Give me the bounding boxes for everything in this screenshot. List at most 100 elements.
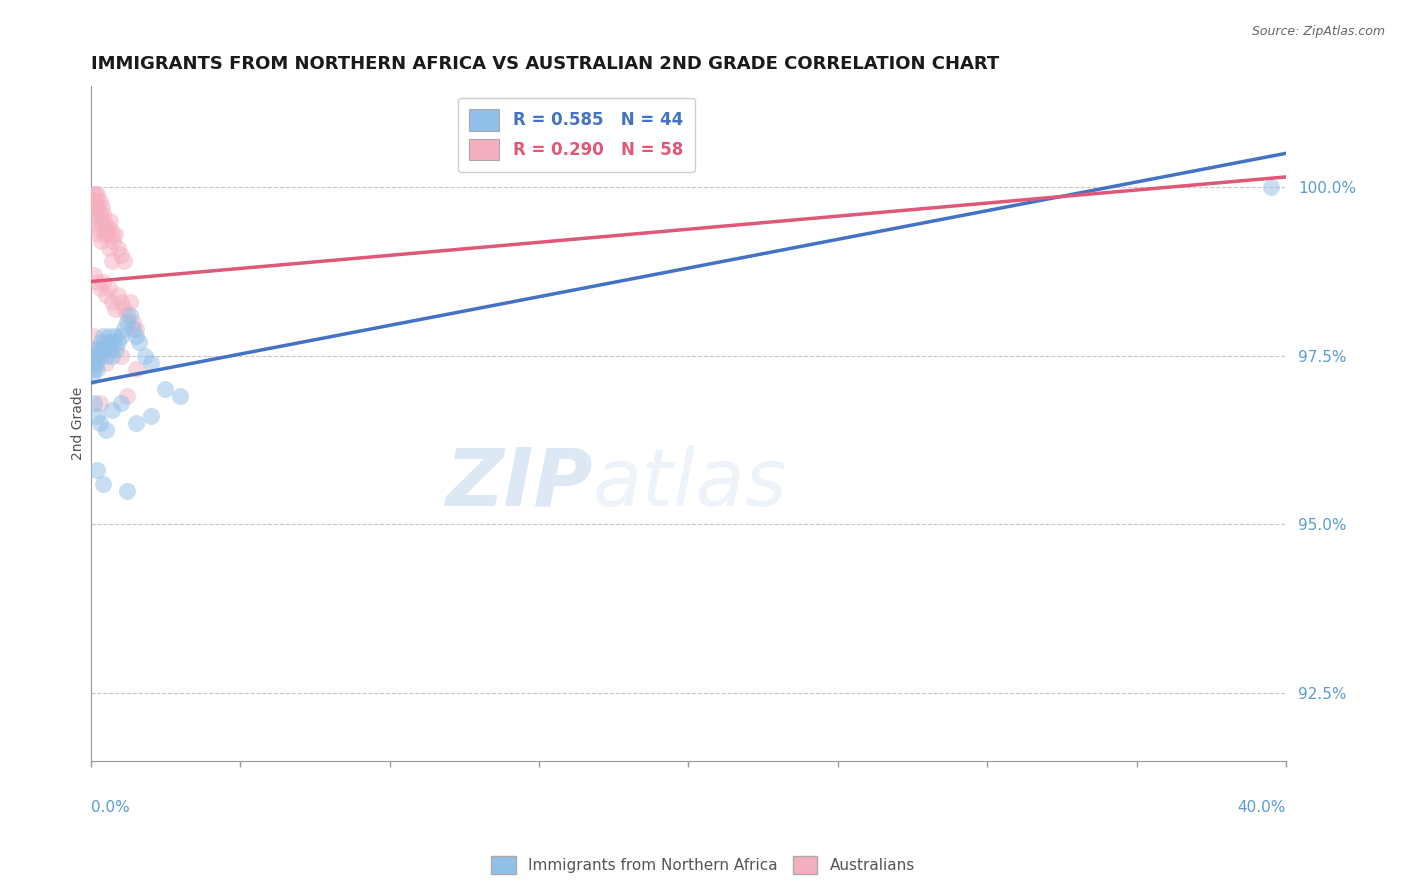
Point xyxy=(105,342,128,356)
Point xyxy=(128,335,150,350)
Point xyxy=(89,416,111,430)
Point xyxy=(91,275,114,289)
Point xyxy=(124,416,146,430)
Point xyxy=(84,355,107,369)
Point xyxy=(82,194,104,208)
Point xyxy=(83,396,105,410)
Point xyxy=(83,268,105,282)
Point xyxy=(94,220,117,235)
Point xyxy=(83,214,105,228)
Point xyxy=(89,342,111,356)
Point xyxy=(98,214,121,228)
Point xyxy=(124,362,146,376)
Point xyxy=(104,328,127,343)
Point xyxy=(100,342,122,356)
Point xyxy=(169,389,191,403)
Point xyxy=(100,349,122,363)
Point xyxy=(84,186,107,201)
Point xyxy=(121,322,143,336)
Point xyxy=(86,409,108,424)
Text: ZIP: ZIP xyxy=(446,445,593,523)
Point xyxy=(86,186,108,201)
Point xyxy=(84,207,107,221)
Point xyxy=(89,396,111,410)
Point xyxy=(110,328,132,343)
Point xyxy=(115,483,138,498)
Legend: R = 0.585   N = 44, R = 0.290   N = 58: R = 0.585 N = 44, R = 0.290 N = 58 xyxy=(458,97,695,172)
Point xyxy=(86,194,108,208)
Point xyxy=(91,200,114,214)
Point xyxy=(94,355,117,369)
Point xyxy=(87,349,110,363)
Point xyxy=(134,349,156,363)
Point xyxy=(100,402,122,417)
Point xyxy=(139,355,162,369)
Point xyxy=(124,322,146,336)
Text: IMMIGRANTS FROM NORTHERN AFRICA VS AUSTRALIAN 2ND GRADE CORRELATION CHART: IMMIGRANTS FROM NORTHERN AFRICA VS AUSTR… xyxy=(91,55,1000,73)
Point xyxy=(83,362,105,376)
Point xyxy=(94,227,117,242)
Point xyxy=(155,383,177,397)
Point xyxy=(86,342,108,356)
Point xyxy=(100,227,122,242)
Point xyxy=(110,294,132,309)
Point xyxy=(82,355,104,369)
Point xyxy=(112,322,135,336)
Point xyxy=(82,369,104,384)
Point xyxy=(97,241,120,255)
Point xyxy=(121,315,143,329)
Point xyxy=(89,194,111,208)
Point xyxy=(83,349,105,363)
Point xyxy=(107,241,129,255)
Y-axis label: 2nd Grade: 2nd Grade xyxy=(72,386,86,460)
Point xyxy=(124,328,146,343)
Point xyxy=(89,281,111,295)
Legend: Immigrants from Northern Africa, Australians: Immigrants from Northern Africa, Austral… xyxy=(485,850,921,880)
Point xyxy=(104,227,127,242)
Point xyxy=(94,288,117,302)
Point xyxy=(86,220,108,235)
Point xyxy=(115,389,138,403)
Point xyxy=(83,194,105,208)
Point xyxy=(97,220,120,235)
Point xyxy=(83,200,105,214)
Point xyxy=(110,396,132,410)
Text: 0.0%: 0.0% xyxy=(91,799,129,814)
Point xyxy=(115,315,138,329)
Point xyxy=(90,335,112,350)
Point xyxy=(89,349,111,363)
Point xyxy=(94,349,117,363)
Point xyxy=(103,335,125,350)
Text: atlas: atlas xyxy=(593,445,787,523)
Point xyxy=(84,342,107,356)
Text: Source: ZipAtlas.com: Source: ZipAtlas.com xyxy=(1251,25,1385,38)
Text: 40.0%: 40.0% xyxy=(1237,799,1286,814)
Point xyxy=(112,301,135,316)
Point xyxy=(101,254,124,268)
Point xyxy=(90,234,112,248)
Point xyxy=(115,308,138,322)
Point xyxy=(110,247,132,261)
Point xyxy=(94,423,117,437)
Point xyxy=(97,281,120,295)
Point xyxy=(96,335,118,350)
Point xyxy=(103,234,125,248)
Point xyxy=(110,349,132,363)
Point xyxy=(91,328,114,343)
Point xyxy=(89,207,111,221)
Point xyxy=(118,308,141,322)
Point xyxy=(83,328,105,343)
Point xyxy=(1260,180,1282,194)
Point xyxy=(84,200,107,214)
Point xyxy=(90,214,112,228)
Point xyxy=(100,294,122,309)
Point xyxy=(86,275,108,289)
Point xyxy=(86,362,108,376)
Point xyxy=(91,207,114,221)
Point xyxy=(86,463,108,477)
Point xyxy=(97,328,120,343)
Point xyxy=(107,288,129,302)
Point xyxy=(91,477,114,491)
Point xyxy=(104,301,127,316)
Point xyxy=(112,254,135,268)
